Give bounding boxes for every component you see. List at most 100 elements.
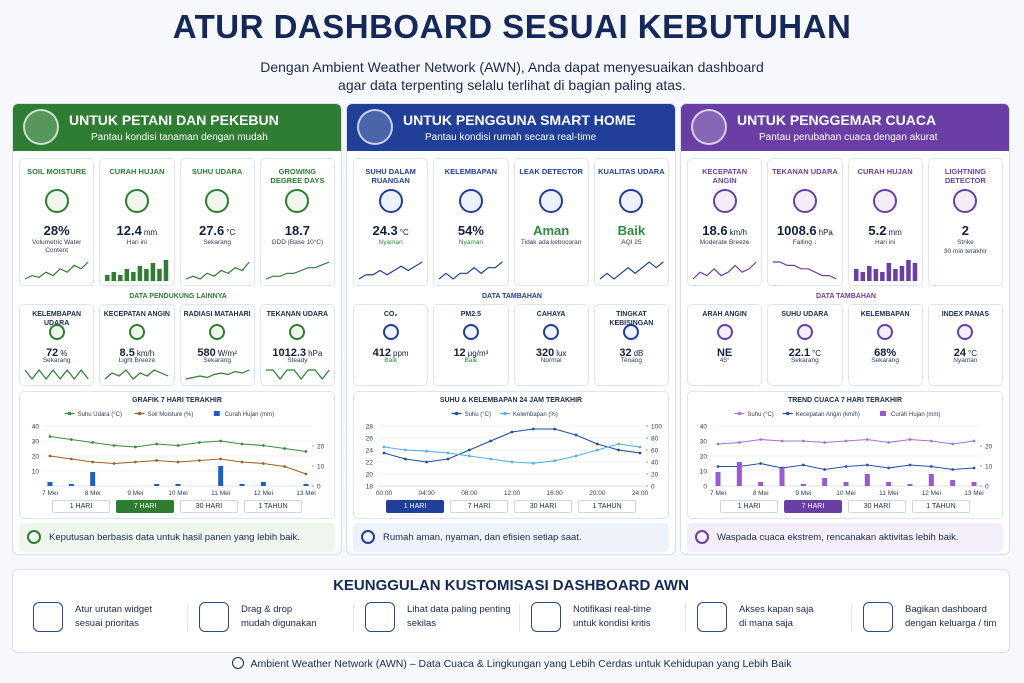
section-label: DATA TAMBAHAN (481, 293, 542, 300)
card-title: ARAH ANGIN (702, 311, 747, 318)
value-row: 12.4 mm (100, 222, 173, 240)
legend-label: Kecepatan Angin (km/h) (796, 412, 860, 418)
point (865, 438, 869, 441)
point (155, 442, 159, 446)
point (737, 441, 741, 444)
chart-box: SUHU & KELEMBAPAN 24 JAM TERAKHIR Suhu (°… (353, 391, 669, 519)
bar (68, 484, 74, 486)
card-title: CURAH HUJAN (857, 167, 913, 176)
bar (47, 482, 53, 486)
metric-card: TEKANAN UDARA 1008.6 hPa Falling ↓ (767, 158, 843, 286)
panel-header: UNTUK PENGGEMAR CUACA Pantau perubahan cu… (681, 104, 1009, 151)
range-button[interactable]: 1 HARI (52, 500, 110, 513)
globe-icon (232, 657, 245, 669)
range-button[interactable]: 1 TAHUN (578, 500, 636, 513)
point (638, 451, 642, 455)
range-button[interactable]: 1 TAHUN (244, 500, 302, 513)
range-button[interactable]: 7 HARI (784, 500, 842, 513)
y-tick-label: 20 (700, 454, 708, 461)
y-tick-label: 22 (366, 460, 374, 467)
point (865, 463, 869, 467)
card-unit: km/h (729, 228, 747, 237)
point (382, 451, 386, 455)
range-button[interactable]: 7 HARI (450, 500, 508, 513)
point (823, 441, 827, 444)
point (112, 462, 116, 465)
card-note: Tidak ada kebocoran (520, 239, 582, 246)
card-icon (382, 324, 399, 340)
sparkline (358, 261, 423, 280)
point (759, 462, 763, 465)
card-note: Sekarang (871, 357, 900, 364)
point (446, 457, 450, 461)
metric-card: KECEPATAN ANGIN 8.5 km/h Light Breeze (99, 304, 175, 386)
x-tick-label: 13 Mei (964, 490, 984, 496)
spark-wrap (853, 259, 918, 281)
card-note: AQI 25 (621, 239, 642, 246)
chart-title: TREND CUACA 7 HARI TERAKHIR (788, 397, 902, 404)
point (403, 448, 407, 452)
x-tick-label: 11 Mei (879, 490, 898, 496)
sparkline (438, 261, 503, 280)
card-title: KELEMBAPAN UDARA (32, 311, 82, 327)
y-tick-label: 10 (32, 469, 40, 476)
y-tick-label: 28 (366, 424, 374, 431)
card-note: GDD (Base 10°C) (271, 239, 324, 246)
card-value: 12 (453, 347, 466, 359)
card-title: KELEMBAPAN (444, 167, 498, 176)
point (510, 460, 514, 464)
sparkline (24, 261, 89, 280)
y-tick-label: 20 (366, 472, 374, 479)
panel-title: UNTUK PETANI DAN PEKEBUN (69, 112, 279, 128)
point (261, 444, 265, 447)
card-icon (285, 189, 310, 213)
spark-wrap (104, 367, 169, 381)
metric-card: CURAH HUJAN 5.2 mm Hari ini (847, 158, 923, 286)
legend-label: Soil Moisture (%) (148, 412, 194, 418)
point (446, 451, 450, 455)
spark-bar (860, 272, 865, 281)
spark-bar (899, 266, 904, 281)
x-tick-label: 7 Mei (42, 490, 58, 496)
subtitle-line: Dengan Ambient Weather Network (AWN), An… (260, 59, 764, 75)
range-button[interactable]: 30 HARI (180, 500, 238, 513)
card-value: 72 (45, 347, 59, 359)
metric-card: CO₂ 412 ppm Baik (353, 304, 429, 386)
sparkline (853, 260, 917, 281)
card-title: KUALITAS UDARA (598, 167, 665, 176)
range-button[interactable]: 1 HARI (720, 500, 778, 513)
card-value: 5.2 (868, 223, 887, 238)
card-title: SUHU UDARA (191, 167, 243, 176)
card-title: PM2.5 (460, 311, 481, 318)
panel-note: Rumah aman, nyaman, dan efisien setiap s… (353, 523, 669, 552)
point (48, 435, 52, 438)
range-button[interactable]: 1 HARI (386, 500, 444, 513)
bar (864, 474, 870, 486)
range-button[interactable]: 1 TAHUN (912, 500, 970, 513)
card-icon (543, 324, 560, 340)
range-button[interactable]: 30 HARI (514, 500, 572, 513)
range-button[interactable]: 30 HARI (848, 500, 906, 513)
x-tick-label: 16:00 (547, 490, 564, 496)
benefit-text: Drag & drop (241, 604, 293, 615)
y2-tick-label: 40 (651, 460, 659, 467)
benefit-divider (519, 604, 520, 632)
card-title: KELEMBAPAN (860, 311, 910, 318)
point (887, 466, 891, 470)
metric-card: KECEPATAN ANGIN 18.6 km/h Moderate Breeze (687, 158, 763, 286)
bar (303, 484, 309, 486)
metric-card: RADIASI MATAHARI 580 W/m² Sekarang (179, 304, 255, 386)
value-row: 412 ppm (354, 343, 427, 361)
footer-text: Ambient Weather Network (AWN) – Data Cua… (250, 658, 792, 670)
card-value: 27.6 (198, 223, 225, 238)
spark-line (773, 261, 837, 280)
benefit-divider (851, 604, 852, 632)
card-icon (289, 324, 306, 340)
point (133, 460, 137, 464)
spark-bar (137, 266, 143, 281)
y-tick-label: 24 (366, 448, 374, 455)
card-value: 24 (953, 347, 966, 359)
range-button[interactable]: 7 HARI (116, 500, 174, 513)
point (467, 454, 471, 458)
footer: Ambient Weather Network (AWN) – Data Cua… (0, 657, 1024, 670)
